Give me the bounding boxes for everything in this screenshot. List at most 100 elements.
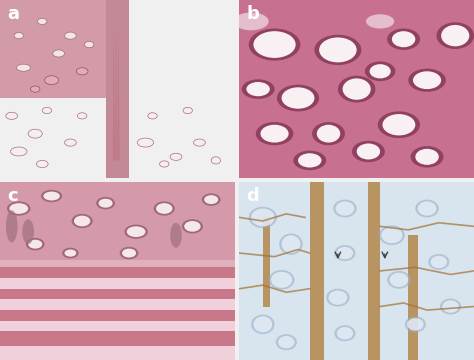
- Ellipse shape: [365, 62, 395, 81]
- Ellipse shape: [170, 223, 182, 248]
- Ellipse shape: [415, 199, 439, 217]
- Bar: [0, 300, 235, 310]
- Bar: [0, 267, 235, 278]
- Ellipse shape: [211, 157, 220, 164]
- Ellipse shape: [282, 235, 301, 253]
- Ellipse shape: [36, 161, 48, 167]
- Text: a: a: [7, 5, 19, 23]
- Ellipse shape: [64, 32, 76, 39]
- Ellipse shape: [256, 122, 293, 145]
- Ellipse shape: [343, 78, 371, 100]
- Ellipse shape: [183, 107, 192, 114]
- Ellipse shape: [148, 113, 157, 119]
- Ellipse shape: [282, 87, 314, 109]
- Ellipse shape: [415, 149, 439, 165]
- Ellipse shape: [261, 125, 289, 143]
- Ellipse shape: [10, 147, 27, 156]
- Ellipse shape: [269, 270, 294, 289]
- Ellipse shape: [390, 273, 408, 287]
- Ellipse shape: [28, 240, 42, 249]
- Ellipse shape: [293, 150, 326, 170]
- Ellipse shape: [154, 201, 175, 216]
- Ellipse shape: [124, 225, 148, 239]
- Ellipse shape: [170, 153, 182, 161]
- Ellipse shape: [26, 238, 45, 251]
- Ellipse shape: [334, 245, 356, 261]
- Ellipse shape: [314, 35, 361, 65]
- Ellipse shape: [160, 161, 169, 167]
- Ellipse shape: [334, 325, 356, 341]
- Ellipse shape: [204, 195, 218, 204]
- Ellipse shape: [246, 82, 270, 96]
- Ellipse shape: [328, 291, 347, 305]
- Ellipse shape: [28, 129, 42, 138]
- Ellipse shape: [254, 31, 296, 58]
- Ellipse shape: [37, 18, 47, 24]
- Ellipse shape: [442, 300, 459, 313]
- Bar: [0, 289, 235, 300]
- Ellipse shape: [381, 227, 402, 243]
- Ellipse shape: [62, 248, 79, 258]
- Ellipse shape: [317, 125, 340, 143]
- Ellipse shape: [74, 216, 91, 226]
- Ellipse shape: [383, 114, 415, 135]
- Ellipse shape: [184, 221, 201, 232]
- Bar: [0, 310, 235, 321]
- Ellipse shape: [77, 113, 87, 119]
- Ellipse shape: [279, 234, 303, 255]
- Ellipse shape: [407, 318, 424, 330]
- Ellipse shape: [278, 336, 294, 348]
- Bar: [408, 235, 418, 360]
- Ellipse shape: [440, 298, 461, 315]
- Ellipse shape: [17, 64, 30, 71]
- Ellipse shape: [379, 225, 405, 245]
- Ellipse shape: [337, 327, 353, 339]
- Ellipse shape: [72, 214, 93, 228]
- Ellipse shape: [277, 85, 319, 111]
- Ellipse shape: [276, 334, 297, 350]
- Ellipse shape: [437, 22, 474, 49]
- Text: d: d: [246, 187, 259, 205]
- Ellipse shape: [234, 13, 269, 30]
- Ellipse shape: [326, 289, 350, 306]
- Ellipse shape: [42, 107, 52, 114]
- Ellipse shape: [14, 32, 24, 39]
- Ellipse shape: [352, 141, 385, 162]
- Bar: [0, 346, 235, 360]
- Ellipse shape: [41, 190, 62, 202]
- Ellipse shape: [418, 201, 437, 216]
- Text: b: b: [246, 5, 259, 23]
- Ellipse shape: [392, 31, 415, 47]
- Bar: [0, 278, 235, 289]
- Ellipse shape: [122, 249, 136, 257]
- Ellipse shape: [53, 50, 64, 57]
- Bar: [310, 182, 324, 360]
- Ellipse shape: [338, 76, 375, 103]
- Ellipse shape: [249, 207, 277, 228]
- Polygon shape: [239, 0, 474, 178]
- Ellipse shape: [64, 249, 76, 257]
- Ellipse shape: [193, 139, 205, 146]
- Ellipse shape: [430, 256, 447, 268]
- Ellipse shape: [387, 28, 420, 50]
- Bar: [368, 182, 380, 360]
- Ellipse shape: [22, 219, 34, 244]
- Bar: [0, 260, 235, 267]
- Ellipse shape: [6, 112, 18, 120]
- Ellipse shape: [378, 111, 420, 138]
- Ellipse shape: [333, 199, 356, 217]
- Polygon shape: [0, 0, 106, 98]
- Ellipse shape: [119, 247, 138, 259]
- Ellipse shape: [84, 41, 94, 48]
- Polygon shape: [118, 18, 119, 161]
- Ellipse shape: [156, 203, 173, 214]
- Ellipse shape: [45, 76, 59, 85]
- Ellipse shape: [242, 79, 274, 99]
- Ellipse shape: [428, 254, 449, 270]
- Ellipse shape: [64, 139, 76, 146]
- Ellipse shape: [441, 25, 469, 46]
- Ellipse shape: [336, 201, 355, 216]
- Ellipse shape: [251, 315, 274, 334]
- Ellipse shape: [182, 219, 203, 234]
- Ellipse shape: [312, 122, 345, 145]
